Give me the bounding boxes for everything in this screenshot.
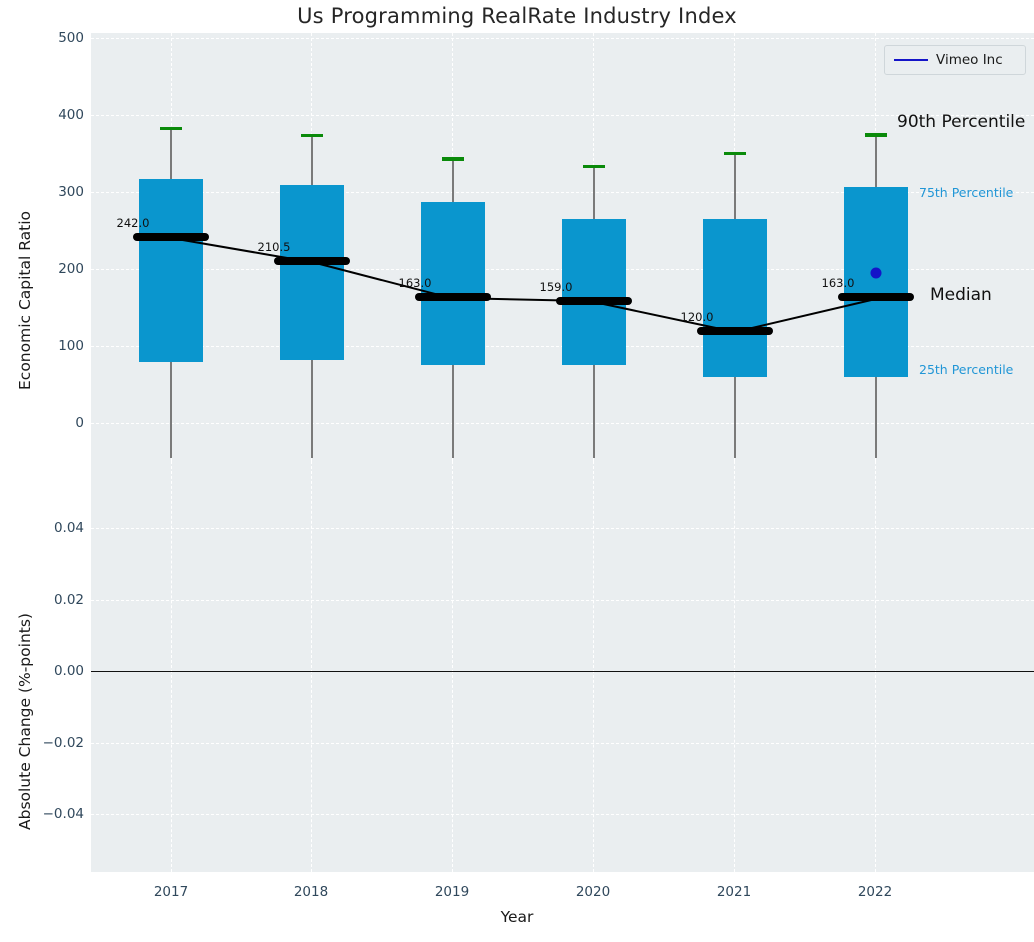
x-tick-2020: 2020 — [575, 884, 611, 900]
interquartile-box — [139, 178, 203, 363]
median-value-label: 242.0 — [116, 215, 150, 230]
median-value-label: 163.0 — [821, 276, 855, 291]
interquartile-box — [844, 187, 908, 377]
gridline — [91, 423, 1034, 424]
vgridline — [171, 461, 172, 872]
median-value-label: 120.0 — [680, 309, 714, 324]
interquartile-box — [562, 218, 626, 366]
y-tick: 0.00 — [53, 663, 84, 679]
gridline — [91, 115, 1034, 116]
y-tick: −0.02 — [42, 735, 84, 751]
y-axis-label-bottom: Absolute Change (%-points) — [16, 613, 34, 830]
gridline — [91, 600, 1034, 601]
x-tick-2019: 2019 — [434, 884, 470, 900]
median-marker — [274, 256, 350, 265]
vgridline — [311, 461, 312, 872]
legend-label-vimeo: Vimeo Inc — [936, 52, 1003, 68]
x-tick-2022: 2022 — [857, 884, 893, 900]
median-marker — [133, 232, 209, 241]
legend[interactable]: Vimeo Inc — [884, 45, 1026, 75]
y-tick: 0.04 — [53, 520, 84, 536]
y-tick: 500 — [58, 30, 84, 46]
median-marker — [838, 293, 914, 302]
x-axis-label: Year — [500, 908, 534, 926]
annotation-25th-percentile: 25th Percentile — [919, 362, 1014, 377]
legend-line-icon — [894, 59, 928, 61]
gridline — [91, 814, 1034, 815]
y-tick: 400 — [58, 107, 84, 123]
interquartile-box — [280, 185, 344, 360]
percentile-90-cap — [442, 157, 464, 161]
page-title: Us Programming RealRate Industry Index — [297, 4, 737, 28]
x-tick-2017: 2017 — [153, 884, 189, 900]
median-value-label: 163.0 — [398, 276, 432, 291]
median-marker — [415, 293, 491, 302]
median-value-label: 210.5 — [257, 239, 291, 254]
y-tick: 300 — [58, 184, 84, 200]
percentile-90-cap — [724, 151, 746, 156]
y-tick: 200 — [58, 261, 84, 277]
zero-reference-line — [91, 671, 1034, 672]
vgridline — [452, 461, 453, 872]
annotation-75th-percentile: 75th Percentile — [919, 185, 1014, 200]
percentile-90-cap — [301, 134, 323, 138]
x-tick-2018: 2018 — [293, 884, 329, 900]
percentile-90-cap — [865, 133, 887, 137]
vimeo-inc-data-point[interactable] — [870, 267, 882, 279]
annotation-90th-percentile: 90th Percentile — [897, 112, 1026, 132]
y-tick: 0.02 — [53, 592, 84, 608]
gridline — [91, 743, 1034, 744]
annotation-median: Median — [930, 285, 992, 305]
y-axis-label-top: Economic Capital Ratio — [16, 210, 34, 390]
gridline — [91, 192, 1034, 193]
interquartile-box — [421, 202, 485, 366]
vgridline — [593, 461, 594, 872]
percentile-90-cap — [160, 126, 182, 130]
bottom-plot-area — [91, 461, 1034, 872]
x-tick-2021: 2021 — [716, 884, 752, 900]
gridline — [91, 38, 1034, 39]
median-marker — [697, 326, 773, 335]
gridline — [91, 528, 1034, 529]
percentile-90-cap — [583, 165, 605, 169]
median-value-label: 159.0 — [539, 279, 573, 294]
interquartile-box — [703, 218, 767, 377]
y-tick: 0 — [75, 415, 84, 431]
y-tick: −0.04 — [42, 806, 84, 822]
median-marker — [556, 296, 632, 305]
vgridline — [734, 461, 735, 872]
vgridline — [875, 461, 876, 872]
y-tick: 100 — [58, 338, 84, 354]
